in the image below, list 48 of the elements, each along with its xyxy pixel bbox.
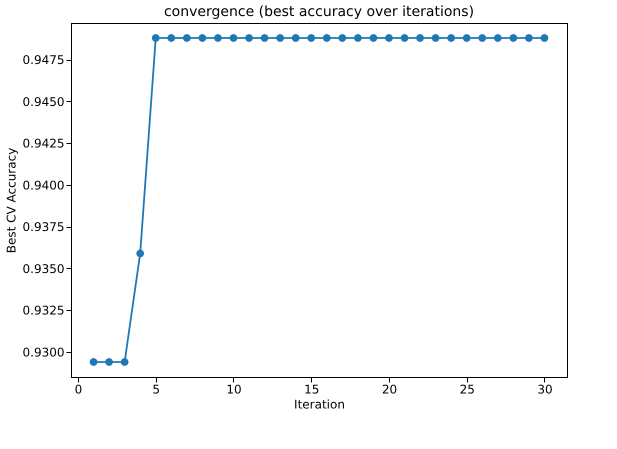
point [494,34,502,42]
x-tick-label: 15 [304,382,320,396]
point [462,34,471,42]
y-tick-label: 0.9300 [22,345,64,360]
point [354,34,362,42]
x-tick-label: 30 [537,382,553,396]
point [447,34,456,42]
y-tick-label: 0.9450 [22,94,64,109]
point [276,34,284,42]
x-axis-title: Iteration [294,398,345,412]
point [400,34,408,42]
point [198,34,206,42]
point [152,34,160,42]
point [120,358,129,366]
x-tick-label: 20 [382,382,398,396]
point [230,34,238,42]
point [182,34,191,42]
point [416,34,424,42]
y-tick-label: 0.9325 [22,304,64,318]
point [432,34,440,42]
point [105,358,113,366]
y-tick-label: 0.9425 [22,136,64,151]
point [509,34,518,42]
point [338,34,346,42]
x-tick-label: 10 [226,382,242,396]
y-tick-label: 0.9375 [22,220,64,234]
point [90,358,98,366]
y-tick-label: 0.9400 [22,178,64,192]
point [214,34,222,42]
point [525,34,533,42]
point [167,34,176,42]
point [136,250,144,258]
x-tick-label: 0 [74,382,82,396]
point [307,34,316,42]
point [292,34,300,42]
x-tick-label: 25 [460,382,475,396]
point [245,34,253,42]
x-tick-label: 5 [152,382,160,396]
chart-title: convergence (best accuracy over iterations) [164,4,474,20]
point [540,34,548,42]
y-axis-title: Best CV Accuracy [4,148,19,254]
point [260,34,268,42]
y-tick-label: 0.9350 [22,262,64,276]
point [370,34,378,42]
point [385,34,393,42]
point [478,34,486,42]
point [322,34,331,42]
y-tick-label: 0.9475 [22,53,64,68]
